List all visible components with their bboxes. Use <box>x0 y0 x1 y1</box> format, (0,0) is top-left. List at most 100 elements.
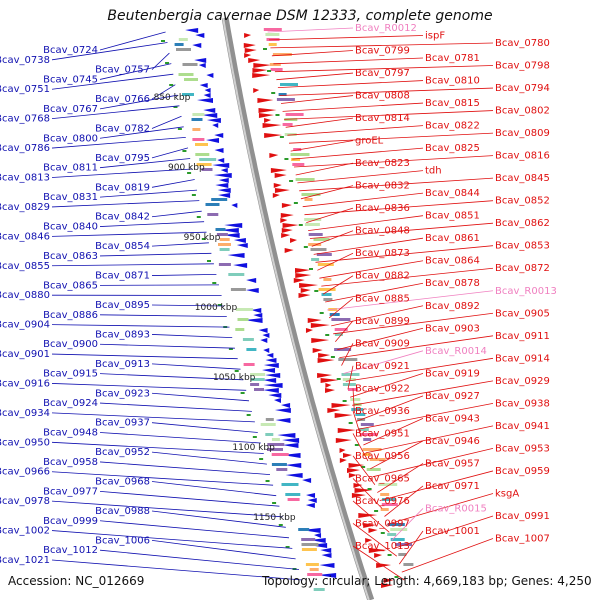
forward-gene-arrow[interactable] <box>331 403 351 408</box>
reverse-gene-arrow[interactable] <box>274 408 291 413</box>
right-gene-label[interactable]: Bcav_0936 <box>355 406 410 417</box>
reverse-gene-arrow[interactable] <box>224 223 243 228</box>
right-gene-label[interactable]: Bcav_0836 <box>355 203 410 214</box>
right-gene-label[interactable]: Bcav_0878 <box>425 278 480 289</box>
reverse-gene-arrow[interactable] <box>263 383 283 388</box>
forward-gene-arrow[interactable] <box>295 268 311 273</box>
reverse-gene-arrow[interactable] <box>233 263 248 268</box>
reverse-gene-arrow[interactable] <box>263 363 279 368</box>
right-gene-label[interactable]: groEL <box>355 136 384 147</box>
right-gene-label[interactable]: Bcav_0864 <box>425 256 480 267</box>
right-gene-label[interactable]: Bcav_0822 <box>425 121 480 132</box>
right-gene-label[interactable]: Bcav_0959 <box>495 466 550 477</box>
forward-gene-arrow[interactable] <box>252 73 271 78</box>
right-gene-label[interactable]: Bcav_R0014 <box>425 346 487 357</box>
left-gene-label[interactable]: Bcav_0782 <box>95 123 150 134</box>
left-gene-label[interactable]: Bcav_1002 <box>0 526 50 537</box>
right-gene-label[interactable]: Bcav_0798 <box>495 61 550 72</box>
right-gene-label[interactable]: Bcav_0953 <box>495 443 550 454</box>
forward-gene-arrow[interactable] <box>327 408 341 413</box>
right-gene-label[interactable]: Bcav_0971 <box>425 481 480 492</box>
left-gene-label[interactable]: Bcav_0901 <box>0 349 50 360</box>
forward-gene-arrow[interactable] <box>348 463 365 468</box>
left-gene-label[interactable]: Bcav_0724 <box>43 45 98 56</box>
forward-gene-arrow[interactable] <box>298 293 311 298</box>
reverse-gene-arrow[interactable] <box>260 338 268 343</box>
forward-gene-arrow[interactable] <box>325 388 336 393</box>
reverse-gene-arrow[interactable] <box>214 148 224 153</box>
forward-gene-arrow[interactable] <box>383 578 394 583</box>
right-gene-label[interactable]: Bcav_0922 <box>355 383 410 394</box>
left-gene-label[interactable]: Bcav_0904 <box>0 320 50 331</box>
left-gene-label[interactable]: Bcav_0865 <box>43 280 98 291</box>
reverse-gene-arrow[interactable] <box>302 478 312 483</box>
reverse-gene-arrow[interactable] <box>233 238 246 243</box>
right-gene-label[interactable]: Bcav_1007 <box>495 533 550 544</box>
right-gene-label[interactable]: Bcav_0911 <box>495 331 550 342</box>
left-gene-label[interactable]: Bcav_0757 <box>95 65 150 76</box>
forward-gene-arrow[interactable] <box>368 548 387 553</box>
left-gene-label[interactable]: Bcav_0950 <box>0 437 50 448</box>
left-gene-label[interactable]: Bcav_0948 <box>43 428 98 439</box>
reverse-gene-arrow[interactable] <box>275 418 291 423</box>
right-gene-label[interactable]: Bcav_0873 <box>355 248 410 259</box>
right-gene-label[interactable]: Bcav_0991 <box>495 511 550 522</box>
forward-gene-arrow[interactable] <box>252 68 268 73</box>
right-gene-label[interactable]: Bcav_0882 <box>355 271 410 282</box>
reverse-gene-arrow[interactable] <box>202 113 218 118</box>
left-gene-label[interactable]: Bcav_0978 <box>0 496 50 507</box>
forward-gene-arrow[interactable] <box>280 213 294 218</box>
reverse-gene-arrow[interactable] <box>223 233 240 238</box>
left-gene-label[interactable]: Bcav_1021 <box>0 555 50 566</box>
left-gene-label[interactable]: Bcav_0751 <box>0 84 50 95</box>
right-gene-label[interactable]: Bcav_0919 <box>425 368 480 379</box>
reverse-gene-arrow[interactable] <box>274 398 282 403</box>
left-gene-label[interactable]: Bcav_0846 <box>0 231 50 242</box>
right-gene-label[interactable]: Bcav_0872 <box>495 263 550 274</box>
left-gene-label[interactable]: Bcav_0800 <box>43 133 98 144</box>
reverse-gene-arrow[interactable] <box>218 193 231 198</box>
right-gene-label[interactable]: Bcav_0997 <box>355 518 410 529</box>
forward-gene-arrow[interactable] <box>262 123 282 128</box>
left-gene-label[interactable]: Bcav_0900 <box>43 339 98 350</box>
left-gene-label[interactable]: Bcav_0768 <box>0 114 50 125</box>
forward-gene-arrow[interactable] <box>354 488 373 493</box>
left-gene-label[interactable]: Bcav_0934 <box>0 408 50 419</box>
forward-gene-arrow[interactable] <box>353 483 363 488</box>
right-gene-label[interactable]: Bcav_0862 <box>495 218 550 229</box>
right-gene-label[interactable]: Bcav_0781 <box>425 53 480 64</box>
forward-gene-arrow[interactable] <box>337 428 356 433</box>
left-gene-label[interactable]: Bcav_0813 <box>0 173 50 184</box>
reverse-gene-arrow[interactable] <box>214 133 224 138</box>
forward-gene-arrow[interactable] <box>320 378 339 383</box>
right-gene-label[interactable]: Bcav_0780 <box>495 38 550 49</box>
reverse-gene-arrow[interactable] <box>282 438 300 443</box>
forward-gene-arrow[interactable] <box>317 358 335 363</box>
right-gene-label[interactable]: Bcav_R0013 <box>495 286 557 297</box>
right-gene-label[interactable]: Bcav_1013 <box>355 541 410 552</box>
right-gene-label[interactable]: Bcav_0951 <box>355 428 410 439</box>
right-gene-label[interactable]: Bcav_0844 <box>425 188 480 199</box>
right-gene-label[interactable]: Bcav_0853 <box>495 241 550 252</box>
reverse-gene-arrow[interactable] <box>197 98 214 103</box>
left-gene-label[interactable]: Bcav_0958 <box>43 457 98 468</box>
right-gene-label[interactable]: Bcav_0946 <box>425 436 480 447</box>
left-gene-label[interactable]: Bcav_0915 <box>43 369 98 380</box>
right-gene-label[interactable]: Bcav_0885 <box>355 293 410 304</box>
forward-gene-arrow[interactable] <box>293 278 305 283</box>
reverse-gene-arrow[interactable] <box>266 353 274 358</box>
left-gene-label[interactable]: Bcav_0854 <box>95 241 150 252</box>
reverse-gene-arrow[interactable] <box>206 138 220 143</box>
left-gene-label[interactable]: Bcav_0829 <box>0 202 50 213</box>
forward-gene-arrow[interactable] <box>299 283 319 288</box>
right-gene-label[interactable]: Bcav_0832 <box>355 181 410 192</box>
left-gene-label[interactable]: Bcav_0923 <box>95 388 150 399</box>
left-gene-label[interactable]: Bcav_0766 <box>95 94 150 105</box>
right-gene-label[interactable]: Bcav_0799 <box>355 46 410 57</box>
reverse-gene-arrow[interactable] <box>263 348 270 353</box>
forward-gene-arrow[interactable] <box>273 183 282 188</box>
right-gene-label[interactable]: Bcav_0956 <box>355 451 410 462</box>
forward-gene-arrow[interactable] <box>381 583 394 588</box>
forward-gene-arrow[interactable] <box>365 538 373 543</box>
reverse-gene-arrow[interactable] <box>307 498 317 503</box>
